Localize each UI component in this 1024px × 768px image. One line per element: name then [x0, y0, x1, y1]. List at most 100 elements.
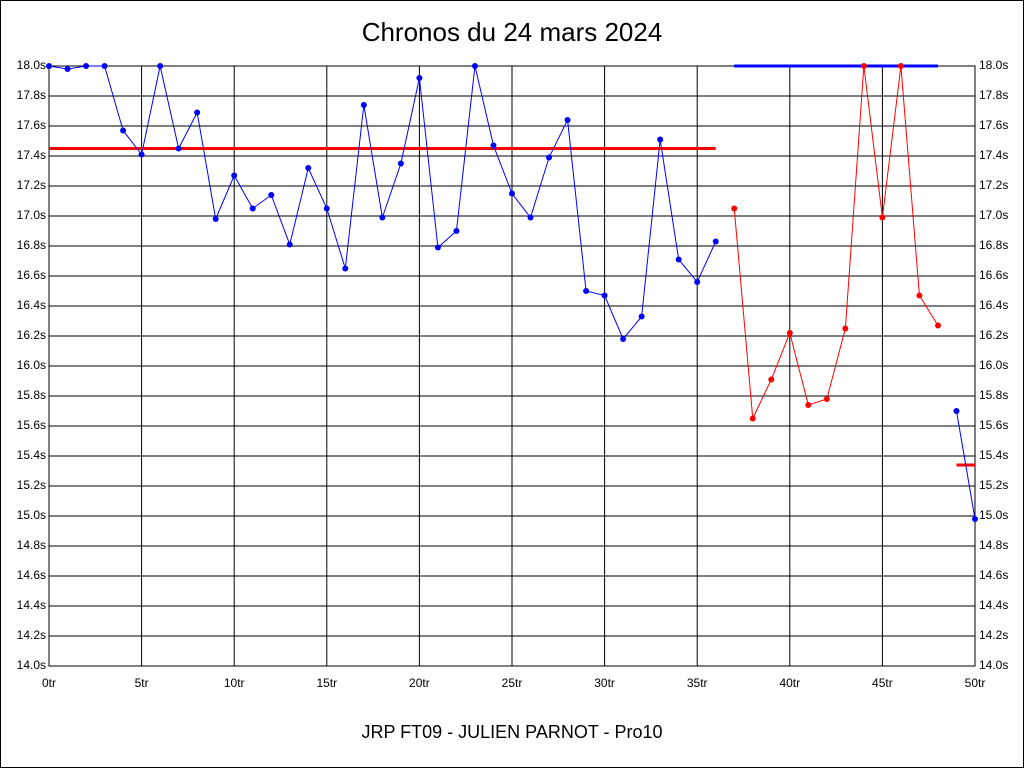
y-tick-label: 14.4s: [17, 598, 46, 612]
y2-tick-label: 17.4s: [979, 148, 1008, 162]
y2-tick-label: 14.6s: [979, 568, 1008, 582]
y-tick-label: 15.6s: [17, 418, 46, 432]
x-tick-label: 10tr: [224, 676, 245, 690]
data-point: [675, 256, 682, 263]
data-point: [509, 190, 515, 197]
data-point: [768, 376, 775, 383]
data-point: [934, 322, 941, 329]
data-point: [657, 136, 664, 143]
y2-tick-label: 16.4s: [979, 298, 1008, 312]
data-point: [731, 205, 738, 212]
data-point: [138, 151, 145, 158]
y-tick-label: 15.2s: [17, 478, 46, 492]
y2-tick-label: 15.6s: [979, 418, 1008, 432]
y-tick-label: 14.2s: [17, 628, 46, 642]
data-point: [323, 205, 330, 212]
data-point: [434, 244, 441, 251]
y2-tick-label: 16.2s: [979, 328, 1008, 342]
x-tick-label: 5tr: [135, 676, 149, 690]
data-point: [953, 408, 960, 414]
data-point: [712, 238, 719, 245]
y2-tick-label: 15.8s: [979, 388, 1008, 402]
data-point: [527, 214, 534, 221]
y-tick-label: 14.0s: [17, 658, 46, 672]
y2-tick-label: 18.0s: [979, 58, 1008, 72]
y2-tick-label: 14.8s: [979, 538, 1008, 552]
data-point: [268, 192, 275, 198]
y-tick-label: 17.4s: [17, 148, 46, 162]
y-tick-label: 14.8s: [17, 538, 46, 552]
y-tick-label: 15.4s: [17, 448, 46, 462]
data-point: [231, 172, 238, 179]
x-tick-label: 0tr: [42, 676, 56, 690]
series-line: [955, 410, 976, 520]
y2-tick-label: 17.2s: [979, 178, 1008, 192]
y2-tick-label: 14.0s: [979, 658, 1008, 672]
data-point: [823, 396, 830, 402]
y2-tick-label: 17.0s: [979, 208, 1008, 222]
y2-tick-label: 15.0s: [979, 508, 1008, 522]
data-point: [342, 265, 349, 272]
x-tick-label: 50tr: [965, 676, 986, 690]
data-point: [897, 63, 904, 69]
y-tick-label: 16.8s: [17, 238, 46, 252]
data-point: [694, 279, 701, 285]
y-tick-label: 14.6s: [17, 568, 46, 582]
y-tick-label: 15.8s: [17, 388, 46, 402]
data-point: [916, 292, 923, 299]
y2-tick-label: 16.6s: [979, 268, 1008, 282]
data-point: [101, 63, 108, 69]
data-point: [620, 336, 627, 342]
data-point: [305, 165, 312, 171]
y2-tick-label: 15.4s: [979, 448, 1008, 462]
data-point: [842, 325, 849, 332]
data-point: [471, 63, 478, 69]
y-tick-label: 17.0s: [17, 208, 46, 222]
data-point: [175, 145, 182, 152]
data-point: [583, 288, 590, 294]
data-point: [453, 228, 460, 234]
x-tick-label: 45tr: [872, 676, 893, 690]
data-point: [638, 313, 645, 320]
x-axis-label: JRP FT09 - JULIEN PARNOT - Pro10: [361, 722, 662, 742]
series-line: [733, 65, 939, 421]
x-tick-label: 25tr: [502, 676, 523, 690]
x-tick-label: 35tr: [687, 676, 708, 690]
data-point: [379, 214, 386, 221]
y2-tick-label: 17.6s: [979, 118, 1008, 132]
y-tick-label: 15.0s: [17, 508, 46, 522]
data-point: [601, 292, 608, 299]
y-tick-label: 17.8s: [17, 88, 46, 102]
y2-tick-label: 15.2s: [979, 478, 1008, 492]
x-tick-label: 30tr: [594, 676, 615, 690]
x-tick-label: 15tr: [316, 676, 337, 690]
data-point: [249, 205, 256, 212]
data-point: [360, 102, 367, 108]
data-point: [879, 214, 886, 221]
y-tick-label: 16.4s: [17, 298, 46, 312]
y-tick-label: 16.2s: [17, 328, 46, 342]
data-point: [46, 63, 52, 69]
data-point: [564, 117, 571, 123]
data-point: [212, 216, 219, 222]
data-point: [490, 142, 497, 149]
y2-tick-label: 14.4s: [979, 598, 1008, 612]
y-tick-label: 16.6s: [17, 268, 46, 282]
data-point: [416, 75, 423, 81]
data-point: [749, 415, 756, 422]
data-point: [83, 63, 90, 69]
x-tick-label: 40tr: [779, 676, 800, 690]
data-point: [120, 127, 127, 134]
y-tick-label: 17.2s: [17, 178, 46, 192]
data-point: [546, 154, 553, 161]
data-point: [972, 516, 978, 522]
y2-tick-label: 17.8s: [979, 88, 1008, 102]
data-point: [64, 66, 71, 72]
data-point: [786, 330, 793, 336]
data-point: [805, 402, 812, 408]
y2-tick-label: 16.8s: [979, 238, 1008, 252]
data-point: [194, 109, 201, 116]
y-tick-label: 18.0s: [17, 58, 46, 72]
data-point: [860, 63, 867, 69]
